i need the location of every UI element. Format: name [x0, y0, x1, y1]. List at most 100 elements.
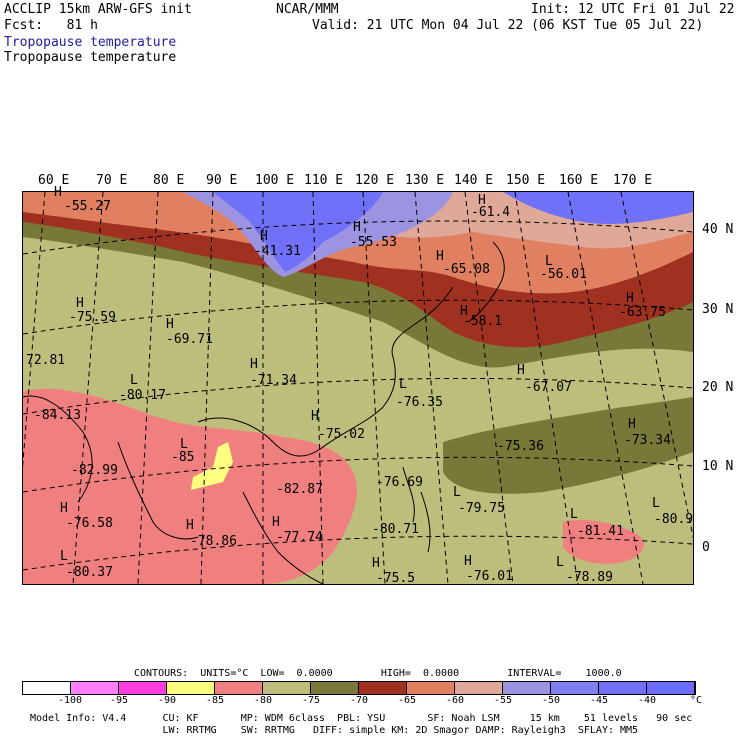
center-value: -65.08 [443, 262, 490, 277]
color-swatch [215, 682, 263, 694]
graticule [23, 192, 693, 584]
center-value: -75.02 [318, 427, 365, 442]
center-value: -69.71 [166, 332, 213, 347]
center-type: L [652, 496, 660, 511]
center-type: L [180, 437, 188, 452]
color-swatch [23, 682, 71, 694]
center-label: H [54, 186, 62, 200]
center-type: H [260, 229, 268, 244]
color-swatch [359, 682, 407, 694]
center-value: -75.36 [497, 439, 544, 454]
center-value: -56.01 [540, 267, 587, 282]
center-type: H [517, 363, 525, 378]
valid-time: Valid: 21 UTC Mon 04 Jul 22 (06 KST Tue … [312, 18, 704, 33]
cbar-label: -60 [446, 695, 465, 706]
lon-label: 100 E [255, 173, 295, 188]
color-swatch [455, 682, 503, 694]
color-swatch [647, 682, 695, 694]
center-value: -63.75 [619, 305, 666, 320]
lon-label: 90 E [206, 173, 238, 188]
cbar-label: -65 [398, 695, 417, 706]
lon-label: 120 E [355, 173, 395, 188]
center-type: H [186, 518, 194, 533]
band-minus45-west [213, 192, 383, 272]
lat-label: 40 N [702, 222, 734, 237]
center-type: H [60, 501, 68, 516]
lon-label: 110 E [304, 173, 344, 188]
center-value: -80.37 [66, 565, 113, 580]
center-value: -76.01 [466, 569, 513, 584]
center-value: -67.07 [525, 380, 572, 395]
center-type: H [250, 357, 258, 372]
center-value: -76.58 [66, 516, 113, 531]
cbar-label: -85 [206, 695, 225, 706]
center-type: H [54, 185, 62, 200]
center-type: L [399, 377, 407, 392]
center-value: -61.4 [471, 205, 511, 220]
lon-label: 170 E [613, 173, 653, 188]
center-type: L [570, 507, 578, 522]
lat-label: 30 N [702, 302, 734, 317]
tropopause-temperature-map [23, 192, 693, 584]
color-swatch [71, 682, 119, 694]
center-value: -41.31 [254, 244, 301, 259]
cbar-label: -95 [110, 695, 129, 706]
cbar-unit: °C [690, 695, 703, 706]
center-value: -78.86 [190, 534, 237, 549]
color-swatch [503, 682, 551, 694]
lat-label: 20 N [702, 380, 734, 395]
lon-label: 140 E [454, 173, 494, 188]
center-type: L [60, 549, 68, 564]
center-value: -75.5 [376, 571, 416, 586]
map-panel [22, 191, 694, 585]
center-type: H [76, 296, 84, 311]
center-type: H [478, 193, 486, 208]
center-type: H [436, 249, 444, 264]
center-value: -82.99 [71, 463, 118, 478]
center-value: -80.17 [119, 388, 166, 403]
center-type: H [311, 409, 319, 424]
cbar-label: -55 [494, 695, 513, 706]
color-swatch [551, 682, 599, 694]
center-type: H [272, 515, 280, 530]
center-value: -55.53 [350, 235, 397, 250]
cbar-label: -100 [58, 695, 83, 706]
center-value: 72.81 [26, 353, 66, 368]
band-minus80-west [23, 388, 357, 584]
center-value: -78.89 [566, 570, 613, 585]
cbar-label: -45 [590, 695, 609, 706]
model-info-line1: Model Info: V4.4 CU: KF MP: WDM 6class P… [30, 713, 693, 724]
color-swatch [263, 682, 311, 694]
center-value: -58.1 [463, 314, 503, 329]
center-type: H [628, 417, 636, 432]
cbar-label: -70 [350, 695, 369, 706]
center-value: -71.34 [250, 373, 297, 388]
center-type: H [372, 556, 380, 571]
coastlines [23, 241, 505, 584]
color-bar [22, 681, 696, 695]
init-time: Init: 12 UTC Fri 01 Jul 22 [531, 2, 735, 17]
cbar-label: -40 [638, 695, 657, 706]
color-swatch [311, 682, 359, 694]
lat-label: 10 N [702, 459, 734, 474]
center-value: -80.9 [654, 512, 694, 527]
cbar-label: -50 [542, 695, 561, 706]
center-type: H [626, 291, 634, 306]
center-value: -81.41 [577, 524, 624, 539]
lon-label: 150 E [506, 173, 546, 188]
color-swatch [407, 682, 455, 694]
lat-label: 0 [702, 540, 710, 555]
center-value: -73.34 [624, 433, 671, 448]
color-swatch [599, 682, 647, 694]
center-type: H [353, 220, 361, 235]
center-title: NCAR/MMM [276, 2, 339, 17]
cbar-label: -80 [254, 695, 273, 706]
model-title: ACCLIP 15km ARW-GFS init [4, 2, 192, 17]
lon-label: 60 E [38, 173, 70, 188]
contours-info: CONTOURS: UNITS=°C LOW= 0.0000 HIGH= 0.0… [134, 668, 622, 679]
center-value: -82.87 [276, 482, 323, 497]
lon-label: 160 E [559, 173, 599, 188]
cbar-label: -90 [158, 695, 177, 706]
center-type: H [460, 304, 468, 319]
band-minus70-pacific [443, 397, 693, 494]
